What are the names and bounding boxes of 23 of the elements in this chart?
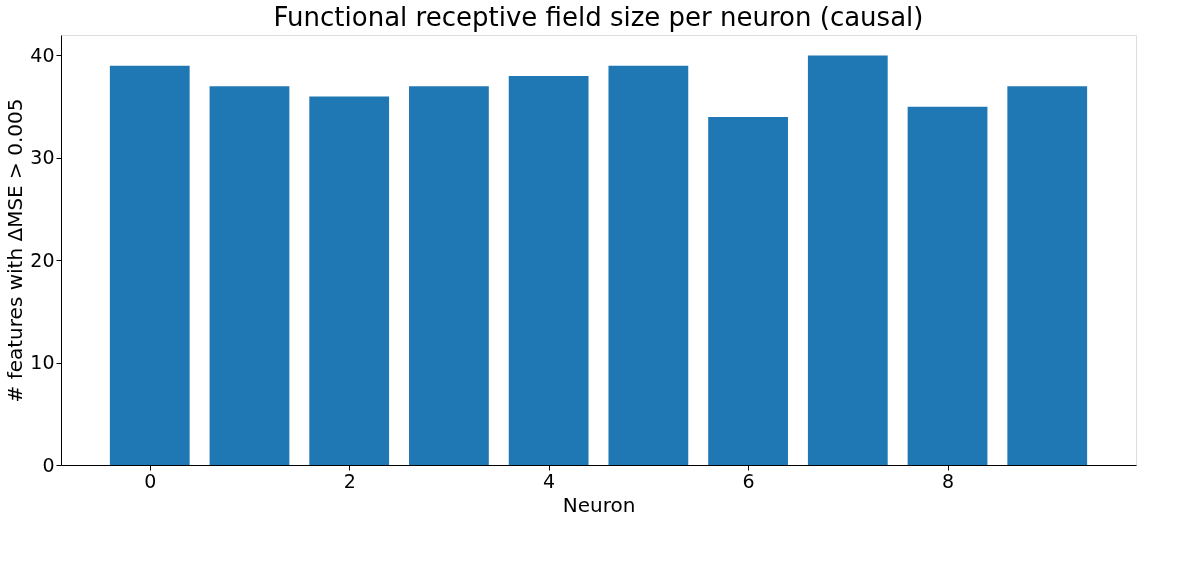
bar (907, 106, 988, 465)
y-tick-label: 20 (30, 248, 55, 271)
x-tick-label: 2 (343, 469, 356, 492)
bar (508, 75, 589, 465)
chart-title: Functional receptive field size per neuron (causal) (273, 2, 924, 32)
y-axis-title: # features with ΔMSE > 0.005 (3, 98, 28, 403)
bar (309, 96, 390, 465)
x-tick-label: 0 (144, 469, 157, 492)
bar (109, 65, 190, 465)
y-tick-label: 10 (30, 351, 55, 374)
bar (409, 86, 489, 465)
y-tick-label: 30 (30, 146, 55, 169)
x-tick-label: 6 (742, 469, 755, 492)
y-tick-label: 40 (30, 43, 55, 66)
bar (1007, 86, 1088, 465)
bar (608, 65, 689, 465)
x-tick-label: 8 (941, 469, 955, 492)
y-tick-label: 0 (42, 453, 55, 476)
bar (209, 86, 290, 465)
bar (708, 116, 788, 465)
bar (807, 55, 888, 465)
x-tick-label: 4 (543, 469, 556, 492)
x-axis-title: Neuron (562, 492, 636, 517)
